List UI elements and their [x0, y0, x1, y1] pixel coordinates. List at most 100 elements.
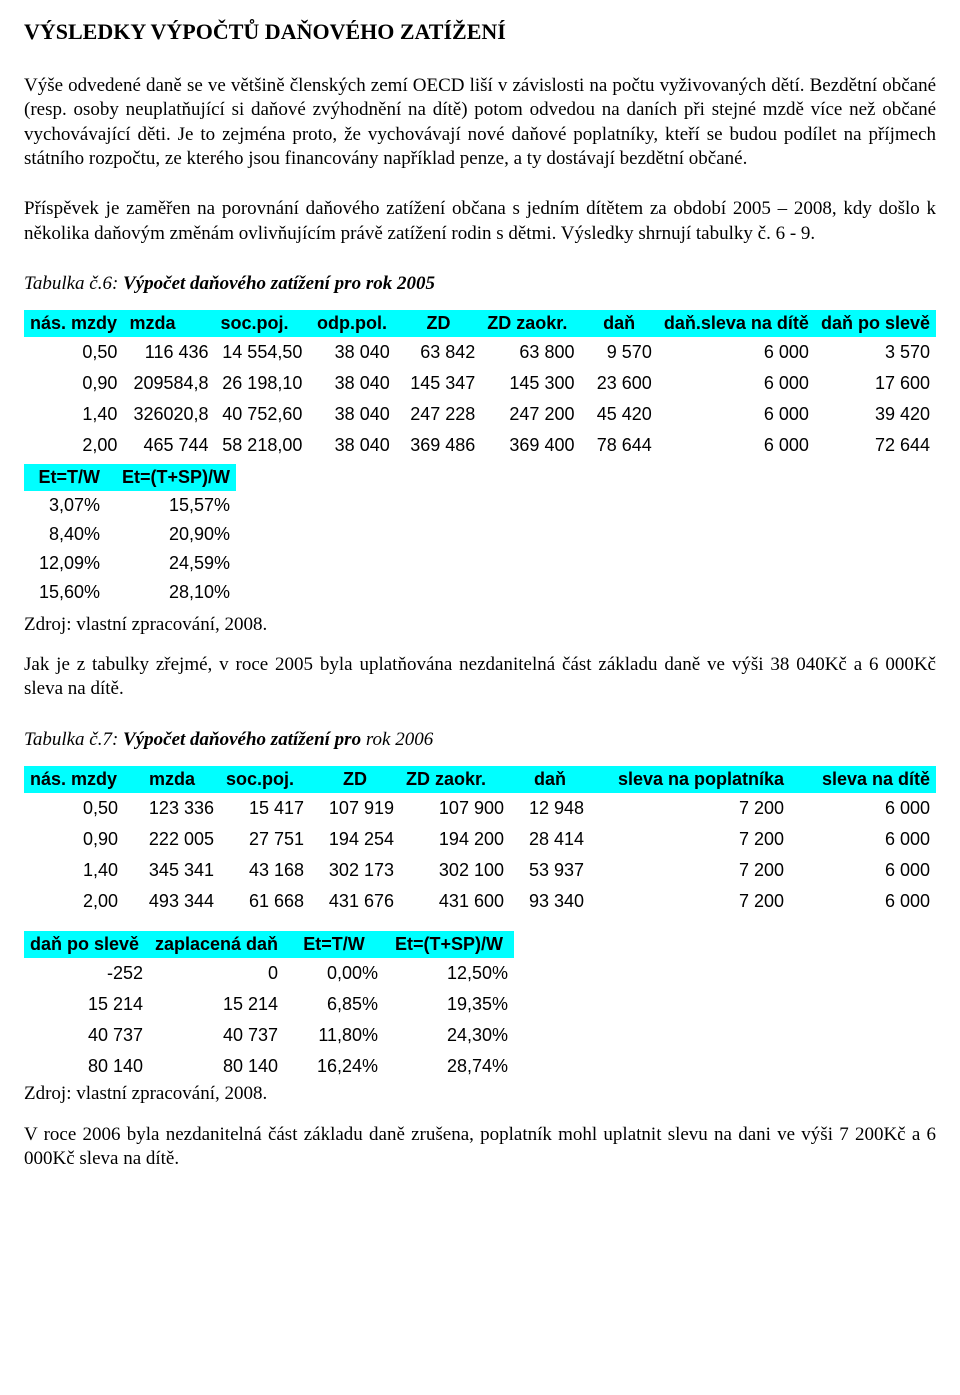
- th-et2: Et=(T+SP)/W: [106, 464, 236, 491]
- cell: 38 040: [308, 368, 395, 399]
- cell: 17 600: [815, 368, 936, 399]
- cell: 28,10%: [106, 578, 236, 607]
- cell: 194 254: [310, 824, 400, 855]
- table-row: 80 140 80 140 16,24% 28,74%: [24, 1051, 514, 1082]
- th-dps: daň po slevě: [24, 931, 149, 958]
- cell: 247 228: [396, 399, 482, 430]
- cell: 145 347: [396, 368, 482, 399]
- cell: 2,00: [24, 430, 123, 461]
- table-row: 8,40% 20,90%: [24, 520, 236, 549]
- cell: 302 100: [400, 855, 510, 886]
- cell: 40 737: [24, 1020, 149, 1051]
- cell: 0,50: [24, 337, 123, 368]
- th-odp: odp.pol.: [308, 310, 395, 337]
- table-row: 15,60% 28,10%: [24, 578, 236, 607]
- cell: 45 420: [580, 399, 657, 430]
- cell: 38 040: [308, 337, 395, 368]
- cell: 39 420: [815, 399, 936, 430]
- table7-caption-lead: Tabulka č.7:: [24, 729, 123, 750]
- cell: 247 200: [481, 399, 580, 430]
- table6-caption: Tabulka č.6: Výpočet daňového zatížení p…: [24, 272, 936, 296]
- cell: 80 140: [149, 1051, 284, 1082]
- th-dan: daň: [510, 766, 590, 793]
- cell: 12,50%: [384, 958, 514, 989]
- cell: 24,30%: [384, 1020, 514, 1051]
- cell: 0,50: [24, 793, 124, 824]
- cell: 345 341: [124, 855, 220, 886]
- paragraph-1: Výše odvedené daně se ve většině členský…: [24, 74, 936, 171]
- cell: 6 000: [658, 430, 815, 461]
- th-zap: zaplacená daň: [149, 931, 284, 958]
- cell: 27 751: [220, 824, 310, 855]
- table-row: 12,09% 24,59%: [24, 549, 236, 578]
- cell: 431 676: [310, 886, 400, 917]
- cell: 14 554,50: [215, 337, 309, 368]
- cell: 107 900: [400, 793, 510, 824]
- table7-source: Zdroj: vlastní zpracování, 2008.: [24, 1082, 936, 1106]
- cell: 7 200: [590, 824, 790, 855]
- th-sleva: daň.sleva na dítě: [658, 310, 815, 337]
- cell: 209584,8: [123, 368, 214, 399]
- table-row: 0,50 116 436 14 554,50 38 040 63 842 63 …: [24, 337, 936, 368]
- th-slp: sleva na poplatníka: [590, 766, 790, 793]
- table6-caption-lead: Tabulka č.6:: [24, 273, 123, 294]
- table-row: 2,00 493 344 61 668 431 676 431 600 93 3…: [24, 886, 936, 917]
- cell: 6,85%: [284, 989, 384, 1020]
- th-zdz: ZD zaokr.: [400, 766, 510, 793]
- table7-et: daň po slevě zaplacená daň Et=T/W Et=(T+…: [24, 931, 514, 1082]
- cell: 9 570: [580, 337, 657, 368]
- cell: 58 218,00: [215, 430, 309, 461]
- cell: 63 842: [396, 337, 482, 368]
- cell: 26 198,10: [215, 368, 309, 399]
- paragraph-3: Jak je z tabulky zřejmé, v roce 2005 byl…: [24, 653, 936, 702]
- table-row: 15 214 15 214 6,85% 19,35%: [24, 989, 514, 1020]
- table6-source: Zdroj: vlastní zpracování, 2008.: [24, 613, 936, 637]
- cell: 38 040: [308, 430, 395, 461]
- th-zd: ZD: [310, 766, 400, 793]
- table7-caption: Tabulka č.7: Výpočet daňového zatížení p…: [24, 728, 936, 752]
- table-row: 0,50 123 336 15 417 107 919 107 900 12 9…: [24, 793, 936, 824]
- table7-caption-rest-b: rok 2006: [366, 729, 433, 750]
- cell: 0,90: [24, 824, 124, 855]
- cell: 12,09%: [24, 549, 106, 578]
- cell: 15,57%: [106, 491, 236, 520]
- cell: 7 200: [590, 793, 790, 824]
- cell: 16,24%: [284, 1051, 384, 1082]
- th-nas: nás. mzdy: [24, 310, 123, 337]
- cell: 19,35%: [384, 989, 514, 1020]
- cell: 6 000: [790, 855, 936, 886]
- cell: 3,07%: [24, 491, 106, 520]
- cell: 6 000: [658, 368, 815, 399]
- th-soc: soc.poj.: [215, 310, 309, 337]
- th-zd: ZD: [396, 310, 482, 337]
- th-mzda: mzda: [124, 766, 220, 793]
- table7: nás. mzdy mzda soc.poj. ZD ZD zaokr. daň…: [24, 766, 936, 917]
- cell: 1,40: [24, 399, 123, 430]
- cell: 222 005: [124, 824, 220, 855]
- cell: 465 744: [123, 430, 214, 461]
- paragraph-2: Příspěvek je zaměřen na porovnání daňové…: [24, 197, 936, 246]
- cell: 116 436: [123, 337, 214, 368]
- table-row: 1,40 345 341 43 168 302 173 302 100 53 9…: [24, 855, 936, 886]
- cell: 15 214: [149, 989, 284, 1020]
- cell: 15,60%: [24, 578, 106, 607]
- th-dan: daň: [580, 310, 657, 337]
- cell: 3 570: [815, 337, 936, 368]
- th-danpo: daň po slevě: [815, 310, 936, 337]
- cell: 93 340: [510, 886, 590, 917]
- cell: 145 300: [481, 368, 580, 399]
- paragraph-4: V roce 2006 byla nezdanitelná část zákla…: [24, 1123, 936, 1172]
- cell: 61 668: [220, 886, 310, 917]
- cell: 1,40: [24, 855, 124, 886]
- cell: 24,59%: [106, 549, 236, 578]
- cell: 6 000: [790, 793, 936, 824]
- cell: 369 400: [481, 430, 580, 461]
- cell: 12 948: [510, 793, 590, 824]
- table-row: 3,07% 15,57%: [24, 491, 236, 520]
- th-mzda: mzda: [123, 310, 214, 337]
- cell: 11,80%: [284, 1020, 384, 1051]
- cell: 107 919: [310, 793, 400, 824]
- cell: 6 000: [658, 399, 815, 430]
- th-zdz: ZD zaokr.: [481, 310, 580, 337]
- th-et1: Et=T/W: [284, 931, 384, 958]
